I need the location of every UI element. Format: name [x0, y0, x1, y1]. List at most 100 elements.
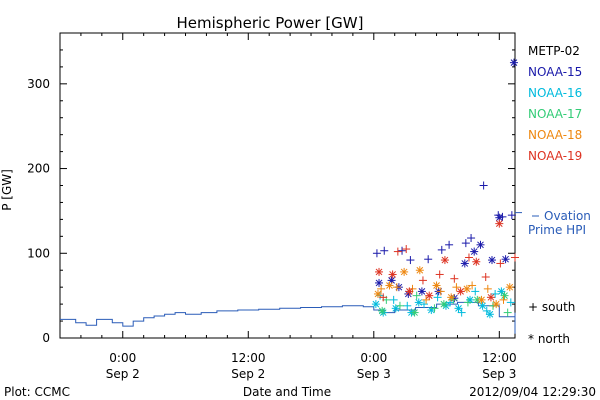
south-marker: [406, 256, 415, 265]
south-marker: [402, 245, 411, 254]
north-marker: [405, 287, 414, 296]
north-marker: [454, 304, 463, 313]
south-marker: [433, 293, 442, 302]
north-marker: [439, 300, 448, 309]
south-marker: [398, 246, 407, 255]
south-marker: [499, 295, 508, 304]
y-tick-label: 300: [27, 77, 50, 91]
x-tick-time-label: 0:00: [109, 351, 136, 365]
north-marker: [440, 256, 449, 265]
south-marker: [471, 287, 480, 296]
south-marker: [403, 301, 412, 310]
north-marker: [470, 247, 479, 256]
south-marker: [445, 240, 454, 249]
legend-entry: METP-02: [528, 44, 580, 58]
north-marker: [447, 293, 456, 302]
north-marker: [509, 58, 518, 67]
south-marker: [506, 298, 515, 307]
south-marker: [479, 181, 488, 190]
south-marker: [461, 239, 470, 248]
south-marker: [395, 301, 404, 310]
north-marker: [476, 240, 485, 249]
x-axis-label: Date and Time: [243, 385, 331, 399]
legend: METP-02 NOAA-15 NOAA-16 NOAA-17 NOAA-18 NOAA-…: [515, 44, 591, 237]
marker-legend: + south * north: [528, 300, 575, 346]
footer-timestamp: 2012/09/04 12:29:30: [469, 385, 596, 399]
south-marker: [418, 276, 427, 285]
north-marker: [432, 281, 441, 290]
north-marker: [417, 287, 426, 296]
legend-entry: NOAA-19: [528, 149, 582, 163]
south-marker: [467, 234, 476, 243]
north-marker: [375, 267, 384, 276]
north-marker: [414, 298, 423, 307]
south-marker: [452, 283, 461, 292]
south-marker: [393, 247, 402, 256]
y-tick-label: 0: [42, 331, 50, 345]
north-marker: [425, 291, 434, 300]
north-marker: [371, 300, 380, 309]
y-tick-label: 100: [27, 246, 50, 260]
ovation-legend-label: Ovation: [544, 209, 591, 223]
south-marker: [392, 283, 401, 292]
y-axis: 0 100 200 300: [27, 32, 515, 345]
x-tick-time-label: 0:00: [360, 351, 387, 365]
chart-title: Hemispheric Power [GW]: [177, 14, 364, 32]
north-marker: [478, 301, 487, 310]
x-tick-date-label: Sep 3: [357, 367, 391, 381]
north-marker: [505, 283, 514, 292]
south-marker: [389, 295, 398, 304]
north-marker: [492, 300, 501, 309]
north-marker: [460, 259, 469, 268]
north-marker: [495, 213, 504, 222]
plot-frame: [59, 32, 516, 339]
south-marker: [481, 273, 490, 281]
south-marker: [379, 293, 388, 302]
north-marker: [462, 284, 471, 293]
north-symbol-legend: * north: [528, 332, 570, 346]
south-marker: [507, 211, 516, 220]
south-marker: [424, 255, 433, 264]
south-marker: [412, 291, 421, 300]
south-marker: [483, 284, 492, 293]
legend-entry: NOAA-15: [528, 65, 582, 79]
south-marker: [430, 304, 439, 313]
ovation-step-path: [60, 301, 516, 334]
north-marker: [373, 289, 382, 298]
north-marker: [415, 266, 424, 275]
north-marker: [400, 267, 409, 276]
x-tick-time-label: 12:00: [231, 351, 266, 365]
x-tick-time-label: 12:00: [482, 351, 517, 365]
north-marker: [472, 257, 481, 266]
north-marker: [495, 219, 504, 228]
north-marker: [487, 256, 496, 265]
north-marker: [500, 291, 509, 300]
south-marker: [450, 274, 459, 283]
south-marker: [377, 284, 386, 293]
north-marker: [388, 270, 397, 279]
south-marker: [511, 253, 519, 262]
x-tick-date-label: Sep 2: [231, 367, 265, 381]
south-marker: [457, 308, 466, 317]
south-marker: [468, 281, 477, 290]
ovation-legend-label: Prime HPI: [528, 223, 586, 237]
south-marker: [422, 295, 431, 304]
north-marker: [477, 295, 486, 304]
legend-entry: NOAA-18: [528, 128, 582, 142]
north-marker: [391, 304, 400, 313]
y-tick-label: 200: [27, 162, 50, 176]
ovation-hpi-line: [60, 301, 516, 334]
x-tick-date-label: Sep 3: [482, 367, 516, 381]
north-marker: [385, 281, 394, 290]
north-marker: [486, 293, 495, 302]
footer-plot-credit: Plot: CCMC: [4, 385, 70, 399]
south-marker: [464, 253, 473, 262]
x-tick-date-label: Sep 2: [106, 367, 140, 381]
south-marker: [380, 246, 389, 255]
south-symbol-legend: + south: [528, 300, 575, 314]
north-marker: [485, 310, 494, 319]
south-marker: [420, 300, 428, 309]
legend-entry: NOAA-17: [528, 107, 582, 121]
north-marker: [378, 306, 387, 315]
